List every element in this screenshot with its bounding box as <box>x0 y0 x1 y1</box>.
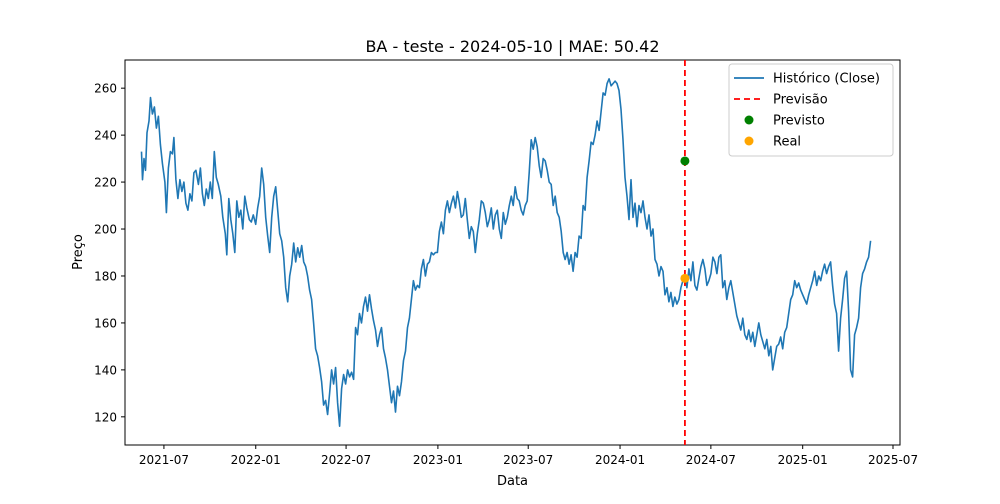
y-tick-label: 160 <box>94 316 117 330</box>
x-axis: 2021-07 2022-01 2022-07 2023-01 2023-07 2024-… <box>139 445 918 467</box>
x-tick-label: 2021-07 <box>139 453 189 467</box>
y-tick-label: 260 <box>94 82 117 96</box>
legend-predicted-swatch <box>744 115 754 125</box>
predicted-point <box>680 156 690 166</box>
y-tick-label: 180 <box>94 269 117 283</box>
x-tick-label: 2023-01 <box>413 453 463 467</box>
x-tick-label: 2022-01 <box>231 453 281 467</box>
y-tick-label: 120 <box>94 410 117 424</box>
plot-area: 2021-07 2022-01 2022-07 2023-01 2023-07 2024-… <box>94 59 918 467</box>
plot-frame <box>124 59 901 446</box>
legend-real-swatch <box>744 136 754 146</box>
x-tick-label: 2025-01 <box>778 453 828 467</box>
legend-frame <box>728 63 894 157</box>
x-tick-label: 2022-07 <box>321 453 371 467</box>
legend-forecast-label: Previsão <box>773 93 828 108</box>
legend: Histórico (Close) Previsão Previsto Real <box>728 63 894 157</box>
x-tick-label: 2023-07 <box>503 453 553 467</box>
y-tick-label: 200 <box>94 223 117 237</box>
y-tick-label: 240 <box>94 129 117 143</box>
legend-history-label: Histórico (Close) <box>773 72 880 87</box>
y-axis: 120 140 160 180 200 220 240 260 <box>94 82 125 424</box>
x-tick-label: 2024-01 <box>595 453 645 467</box>
chart-title: BA - teste - 2024-05-10 | MAE: 50.42 <box>365 37 659 56</box>
y-tick-label: 140 <box>94 363 117 377</box>
series-layer <box>140 60 872 445</box>
x-tick-label: 2024-07 <box>686 453 736 467</box>
y-tick-label: 220 <box>94 176 117 190</box>
legend-predicted-label: Previsto <box>773 114 825 129</box>
real-point <box>680 273 690 283</box>
x-axis-label: Data <box>497 474 528 489</box>
legend-real-label: Real <box>773 135 801 150</box>
x-tick-label: 2025-07 <box>868 453 918 467</box>
history-close-line <box>140 78 872 428</box>
y-axis-label: Preço <box>71 234 86 270</box>
marker-layer <box>680 156 690 283</box>
